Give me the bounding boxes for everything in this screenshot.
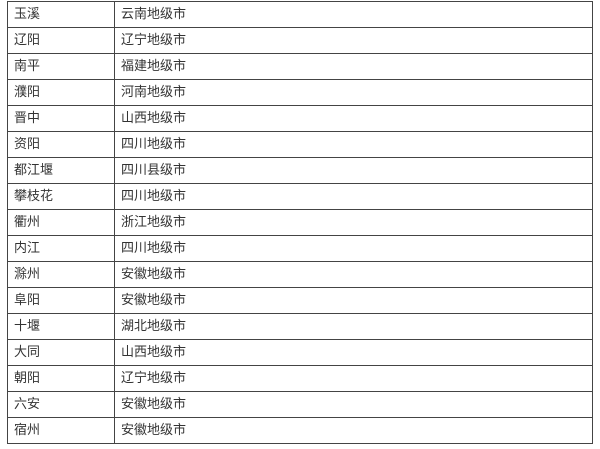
city-type-cell: 山西地级市	[114, 105, 593, 132]
city-cell: 滁州	[7, 261, 115, 288]
city-cell: 衢州	[7, 209, 115, 236]
city-type-cell: 四川县级市	[114, 157, 593, 184]
table-row: 朝阳 辽宁地级市	[7, 365, 593, 392]
table-row: 衢州 浙江地级市	[7, 209, 593, 236]
table-row: 攀枝花 四川地级市	[7, 183, 593, 210]
city-cell: 朝阳	[7, 365, 115, 392]
table-row: 内江 四川地级市	[7, 235, 593, 262]
city-cell: 都江堰	[7, 157, 115, 184]
city-cell: 阜阳	[7, 287, 115, 314]
city-type-cell: 辽宁地级市	[114, 365, 593, 392]
city-type-cell: 福建地级市	[114, 53, 593, 80]
city-type-cell: 辽宁地级市	[114, 27, 593, 54]
city-cell: 六安	[7, 391, 115, 418]
table-row: 六安 安徽地级市	[7, 391, 593, 418]
table-row: 资阳 四川地级市	[7, 131, 593, 158]
city-type-cell: 四川地级市	[114, 131, 593, 158]
city-cell: 内江	[7, 235, 115, 262]
city-cell: 玉溪	[7, 1, 115, 28]
city-cell: 南平	[7, 53, 115, 80]
table-row: 辽阳 辽宁地级市	[7, 27, 593, 54]
city-type-cell: 湖北地级市	[114, 313, 593, 340]
table-row: 玉溪 云南地级市	[7, 1, 593, 28]
city-type-cell: 安徽地级市	[114, 417, 593, 444]
city-type-cell: 河南地级市	[114, 79, 593, 106]
table-row: 濮阳 河南地级市	[7, 79, 593, 106]
city-type-cell: 山西地级市	[114, 339, 593, 366]
table-row: 滁州 安徽地级市	[7, 261, 593, 288]
city-type-cell: 四川地级市	[114, 235, 593, 262]
table-row: 都江堰 四川县级市	[7, 157, 593, 184]
city-type-cell: 安徽地级市	[114, 391, 593, 418]
table-row: 大同 山西地级市	[7, 339, 593, 366]
city-type-cell: 浙江地级市	[114, 209, 593, 236]
city-type-cell: 四川地级市	[114, 183, 593, 210]
city-cell: 十堰	[7, 313, 115, 340]
table-row: 十堰 湖北地级市	[7, 313, 593, 340]
city-cell: 濮阳	[7, 79, 115, 106]
city-type-cell: 安徽地级市	[114, 261, 593, 288]
city-type-cell: 安徽地级市	[114, 287, 593, 314]
city-table: 玉溪 云南地级市 辽阳 辽宁地级市 南平 福建地级市 濮阳 河南地级市 晋中 山西地级市 资阳 四川地…	[7, 1, 593, 444]
city-cell: 晋中	[7, 105, 115, 132]
city-cell: 大同	[7, 339, 115, 366]
city-cell: 资阳	[7, 131, 115, 158]
table-row: 晋中 山西地级市	[7, 105, 593, 132]
city-type-cell: 云南地级市	[114, 1, 593, 28]
city-cell: 攀枝花	[7, 183, 115, 210]
table-row: 南平 福建地级市	[7, 53, 593, 80]
table-row: 宿州 安徽地级市	[7, 417, 593, 444]
city-cell: 宿州	[7, 417, 115, 444]
city-cell: 辽阳	[7, 27, 115, 54]
table-row: 阜阳 安徽地级市	[7, 287, 593, 314]
